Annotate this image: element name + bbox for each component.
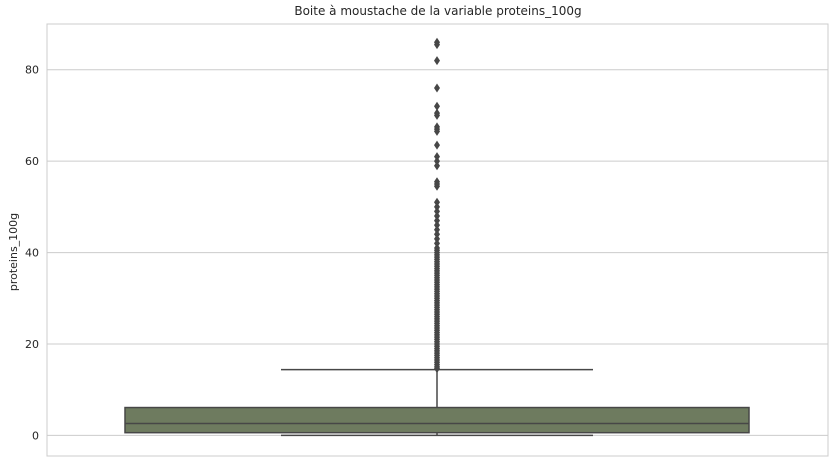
outlier-point bbox=[434, 156, 440, 166]
outlier-point bbox=[434, 83, 440, 93]
outlier-point bbox=[434, 56, 440, 66]
outlier-point bbox=[434, 206, 440, 216]
outlier-point bbox=[434, 126, 440, 136]
y-tick-labels: 0 20 40 60 80 bbox=[25, 64, 39, 443]
outlier-point bbox=[434, 202, 440, 212]
outlier-point bbox=[434, 225, 440, 235]
plot-area bbox=[124, 37, 750, 437]
outlier-point bbox=[434, 40, 440, 50]
plot-frame bbox=[46, 23, 829, 457]
y-tick-label: 40 bbox=[25, 247, 39, 260]
outlier-point bbox=[434, 161, 440, 171]
outlier-point bbox=[434, 238, 440, 248]
chart-title: Boite à moustache de la variable protein… bbox=[294, 4, 581, 18]
outlier-point bbox=[434, 140, 440, 150]
outlier-point bbox=[434, 234, 440, 244]
outlier-point bbox=[434, 229, 440, 239]
y-tick-label: 20 bbox=[25, 338, 39, 351]
outlier-point bbox=[434, 197, 440, 207]
outlier-point bbox=[434, 101, 440, 111]
y-tick-label: 0 bbox=[32, 429, 39, 442]
outlier-point bbox=[434, 220, 440, 230]
y-tick-label: 60 bbox=[25, 155, 39, 168]
outlier-point bbox=[434, 364, 440, 374]
outlier-point bbox=[434, 216, 440, 226]
y-axis-label: proteins_100g bbox=[7, 213, 20, 291]
outlier-point bbox=[434, 152, 440, 162]
outlier-point bbox=[434, 211, 440, 221]
outlier-point bbox=[434, 181, 440, 191]
box-iqr bbox=[124, 406, 750, 434]
outlier-point bbox=[434, 110, 440, 120]
y-tick-label: 80 bbox=[25, 64, 39, 77]
